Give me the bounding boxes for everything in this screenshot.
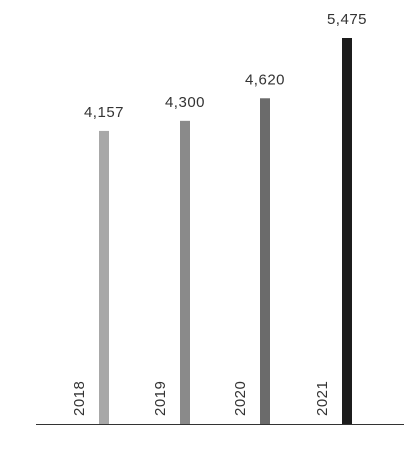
value-label-2019: 4,300 (165, 94, 205, 111)
year-labels-group: 2018 2019 2020 2021 (71, 381, 331, 416)
value-label-2020: 4,620 (245, 71, 285, 88)
year-label-2020: 2020 (232, 381, 249, 416)
year-label-2018: 2018 (71, 381, 88, 416)
year-label-2021: 2021 (314, 381, 331, 416)
bar-2019 (180, 120, 190, 424)
bar-2020 (260, 98, 270, 424)
value-labels-group: 4,157 4,300 4,620 5,475 (84, 11, 367, 121)
value-label-2018: 4,157 (84, 104, 124, 121)
year-label-2019: 2019 (152, 381, 169, 416)
bar-2021 (342, 38, 352, 424)
bar-2018 (99, 130, 109, 425)
value-label-2021: 5,475 (327, 11, 367, 28)
bars-group (99, 38, 352, 425)
